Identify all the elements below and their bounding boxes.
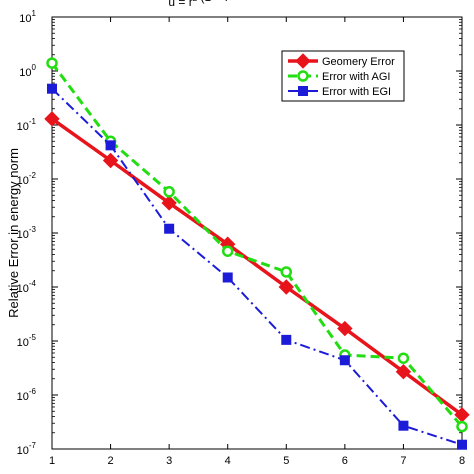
y-tick-label: 10-1 [17,117,37,133]
y-tick-label: 10-3 [17,225,37,241]
x-tick-label: 8 [459,455,465,467]
data-point [281,334,292,345]
data-point [222,272,233,283]
data-point [339,355,350,366]
data-point [105,140,116,151]
data-point [161,195,177,211]
y-tick-label: 10-4 [17,279,37,295]
y-tick-label: 10-6 [17,387,37,403]
x-tick-label: 5 [283,455,289,467]
y-tick-label: 101 [19,9,36,25]
x-tick-label: 2 [108,455,114,467]
data-point [456,420,468,433]
x-tick-label: 4 [225,455,231,467]
y-axis-label: Relative Error in energy norm [6,148,21,318]
y-tick-label: 10-2 [17,171,37,187]
x-tick-label: 6 [342,455,348,467]
legend-marker [295,53,311,69]
chart-title: u = r2 (1 − r2), where r2 = x2+y2+z2 [168,0,348,9]
axis-ticks: 1 2 3 4 5 6 7 8 101 100 10-1 10-2 10-3 10-4 10-5 10-6 10… [17,9,465,467]
data-point [221,245,234,257]
x-tick-label: 3 [166,455,172,467]
data-point [398,420,409,431]
series-line [50,117,464,417]
series-line [51,87,463,446]
legend-entry: Error with AGI [322,71,390,83]
y-tick-label: 100 [19,63,36,79]
data-point [47,83,57,94]
legend: Geomery Error Error with AGI Error with EG… [281,50,405,102]
y-tick-label: 10-5 [17,333,37,349]
data-point [337,320,353,337]
legend-marker [298,86,308,96]
data-point [395,363,412,380]
legend-marker [297,70,309,82]
data-point [397,352,410,364]
data-point [46,57,58,69]
series-square [47,83,467,450]
data-point [44,111,60,127]
data-point [278,279,294,295]
data-point [163,186,175,198]
series-circle [46,57,468,433]
data-point [102,152,119,169]
data-point [457,439,467,450]
legend-entry: Geomery Error [322,56,395,68]
x-tick-label: 1 [49,455,55,467]
series-diamond [44,111,470,423]
data-point [164,223,175,234]
y-tick-label: 10-7 [17,441,37,457]
x-tick-label: 7 [400,455,406,467]
legend-entry: Error with EGI [322,86,391,98]
data-point [280,266,293,278]
series-layer [44,57,470,450]
